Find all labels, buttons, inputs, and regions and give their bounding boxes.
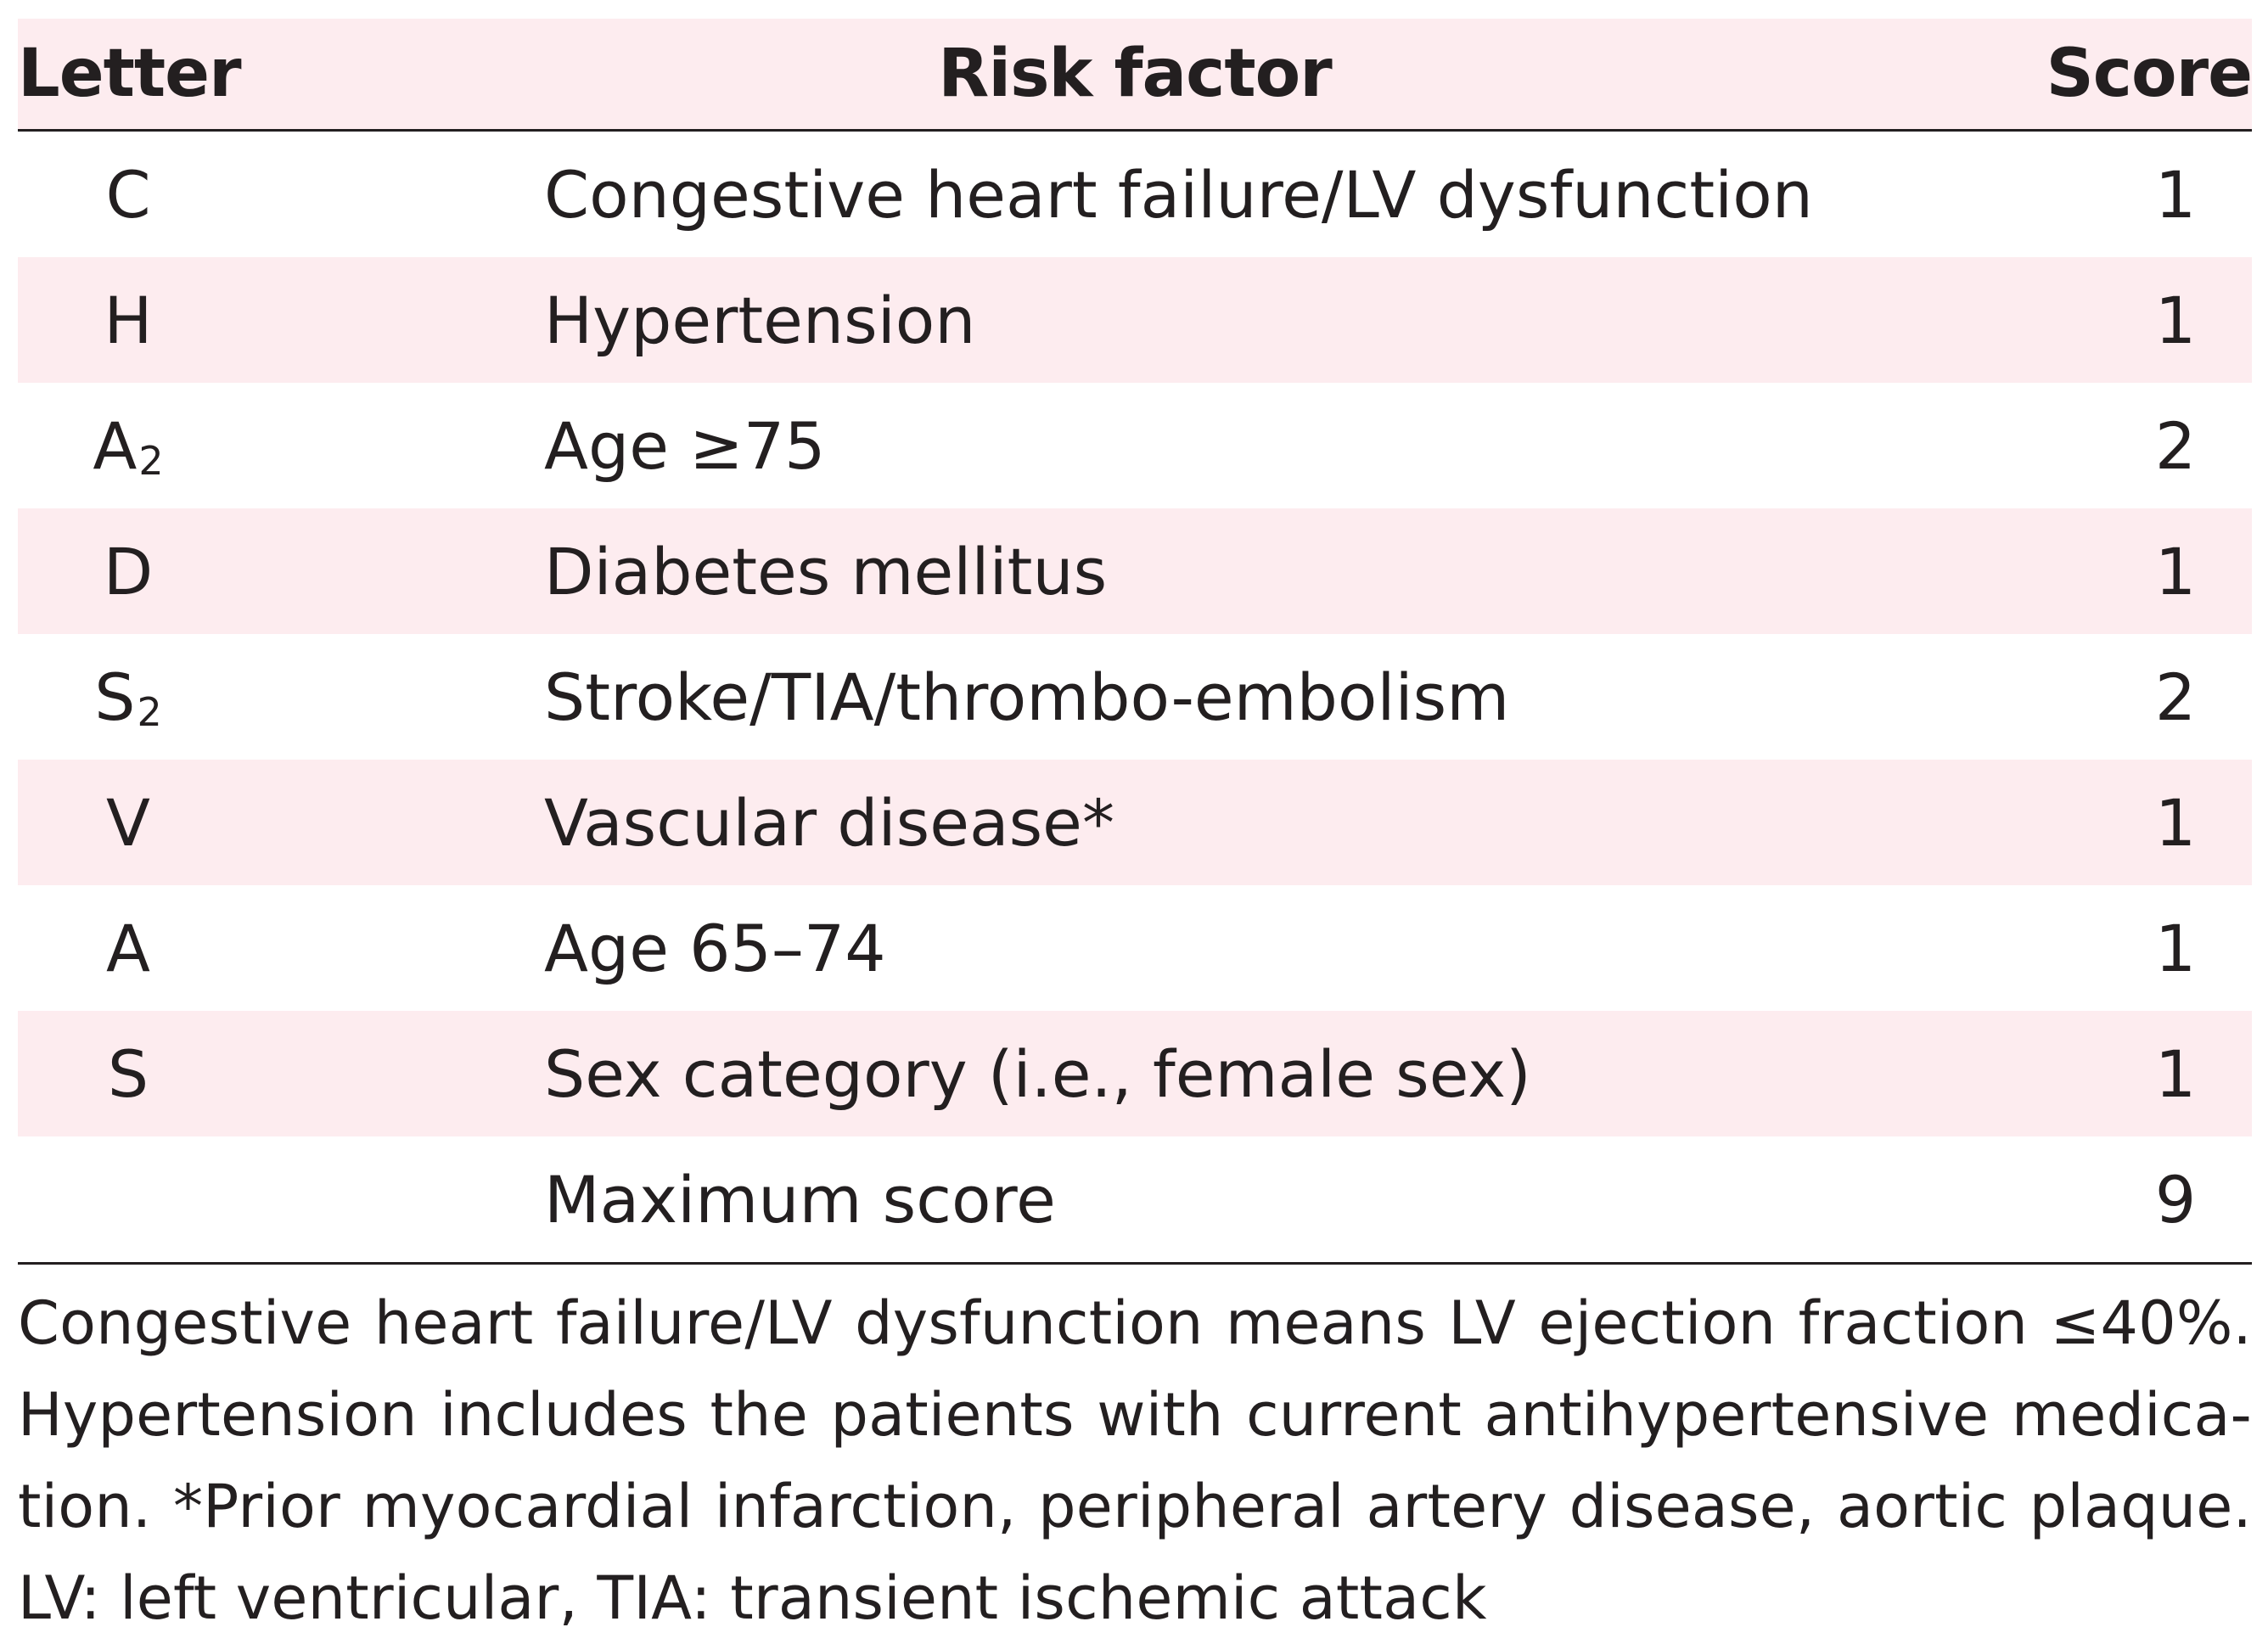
- risk-factor-cell: Hypertension: [544, 282, 976, 358]
- header-score: Score: [2046, 36, 2253, 112]
- risk-factor-cell: Vascular disease*: [544, 784, 1114, 861]
- table-row: D Diabetes mellitus 1: [18, 508, 2252, 634]
- letter-cell: H: [104, 282, 153, 358]
- footnote-line: Hypertension includes the patients with …: [18, 1380, 2252, 1450]
- score-cell: 2: [2154, 407, 2197, 484]
- score-cell: 1: [2154, 910, 2197, 986]
- letter-subscript: 2: [137, 689, 162, 735]
- letter-cell: V: [106, 784, 150, 861]
- table-header-row: Letter Risk factor Score: [18, 19, 2253, 132]
- risk-factor-cell: Stroke/TIA/thrombo-embolism: [544, 659, 1510, 735]
- score-cell: 2: [2154, 659, 2197, 735]
- risk-factor-cell: Diabetes mellitus: [544, 533, 1108, 609]
- table-row: A Age 65–74 1: [18, 885, 2252, 1011]
- letter-cell: S: [107, 1035, 149, 1112]
- table-footnote: Congestive heart failure/LV dysfunction …: [18, 1277, 2252, 1644]
- risk-factor-cell: Age 65–74: [544, 910, 886, 986]
- score-cell: 1: [2154, 784, 2197, 861]
- risk-factor-cell: Age ≥75: [544, 407, 826, 484]
- footnote-line: Congestive heart failure/LV dysfunction …: [18, 1288, 2252, 1358]
- table-row: V Vascular disease* 1: [18, 760, 2252, 885]
- footnote-line: tion. *Prior myocardial infarction, peri…: [18, 1472, 2252, 1541]
- table-row-maximum: Maximum score 9: [18, 1136, 2252, 1265]
- score-cell: 1: [2154, 282, 2197, 358]
- risk-score-table: Letter Risk factor Score C Congestive he…: [18, 19, 2253, 1265]
- letter-cell: [18, 1136, 239, 1262]
- score-cell: 1: [2154, 156, 2197, 233]
- table-row: S Sex category (i.e., female sex) 1: [18, 1011, 2252, 1136]
- letter-cell: C: [105, 156, 151, 233]
- table-row: H Hypertension 1: [18, 257, 2252, 383]
- letter-cell: A: [106, 910, 150, 986]
- header-risk-factor: Risk factor: [938, 36, 1332, 112]
- risk-factor-cell: Sex category (i.e., female sex): [544, 1035, 1531, 1112]
- score-cell: 9: [2154, 1161, 2197, 1237]
- table-row: C Congestive heart failure/LV dysfunctio…: [18, 132, 2252, 257]
- header-letter: Letter: [18, 36, 242, 112]
- score-cell: 1: [2154, 1035, 2197, 1112]
- letter-cell: D: [103, 533, 154, 609]
- letter-subscript: 2: [138, 438, 164, 484]
- risk-factor-cell: Maximum score: [544, 1161, 1056, 1237]
- score-cell: 1: [2154, 533, 2197, 609]
- risk-factor-cell: Congestive heart failure/LV dysfunction: [544, 156, 1813, 233]
- footnote-line: LV: left ventricular, TIA: transient isc…: [18, 1563, 1487, 1633]
